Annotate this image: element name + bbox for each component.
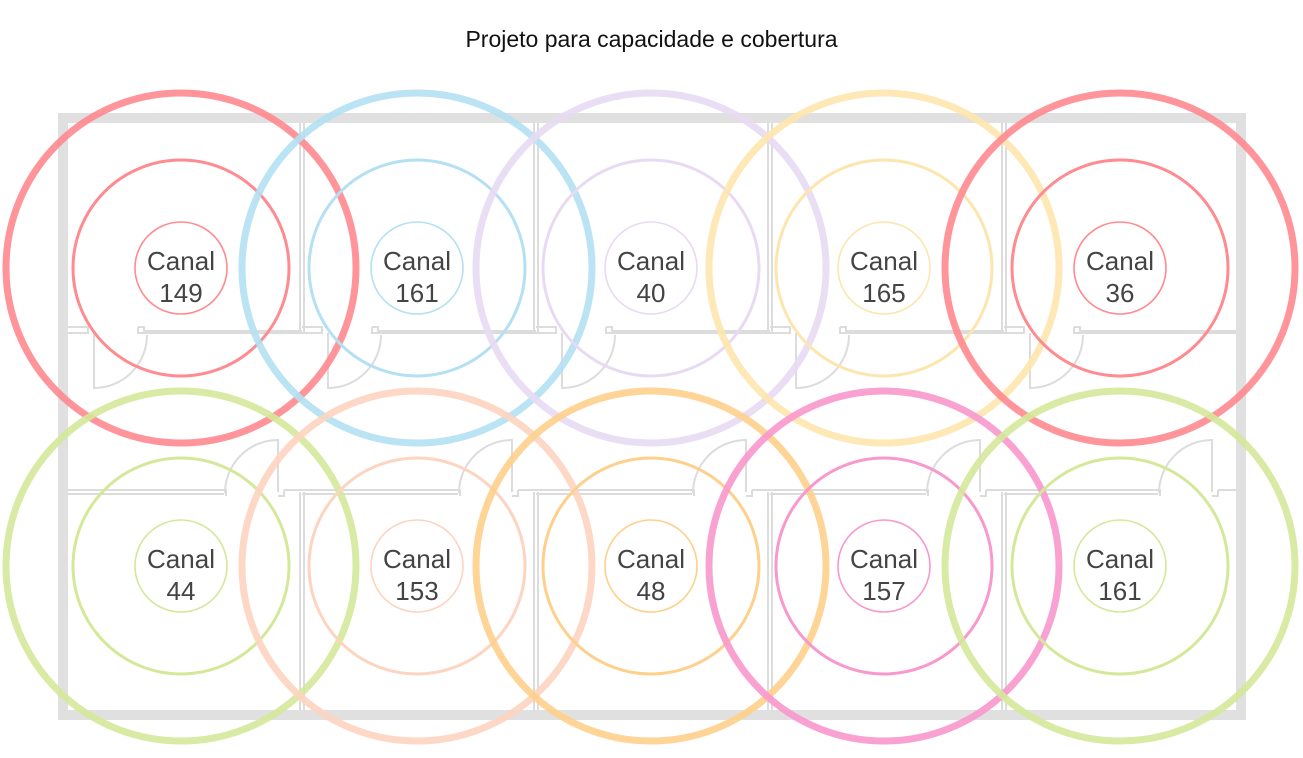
channel-number: 40 bbox=[637, 278, 666, 308]
coverage-ring-outer bbox=[472, 89, 830, 447]
coverage-ring-inner bbox=[71, 158, 291, 378]
coverage-ring-inner bbox=[1010, 456, 1230, 676]
room-wall bbox=[536, 326, 770, 334]
coverage-ring-outer bbox=[2, 387, 360, 745]
coverage-ring-inner bbox=[307, 456, 527, 676]
coverage-ring-outer bbox=[705, 387, 1063, 745]
door-icon bbox=[561, 333, 616, 390]
access-point-marker bbox=[604, 221, 698, 315]
door-icon bbox=[926, 438, 981, 494]
room-divider bbox=[767, 123, 773, 333]
access-point-marker bbox=[370, 519, 464, 613]
room-wall bbox=[1004, 326, 1236, 334]
channel-number: 36 bbox=[1106, 278, 1135, 308]
outer-wall bbox=[58, 113, 1246, 720]
door-icon bbox=[1158, 438, 1213, 494]
channel-number: 161 bbox=[395, 278, 438, 308]
room-divider bbox=[1001, 492, 1007, 710]
channel-label: Canal bbox=[147, 246, 215, 276]
walls bbox=[58, 113, 1246, 720]
room-wall bbox=[770, 326, 1004, 334]
access-point-marker bbox=[604, 519, 698, 613]
door-icon bbox=[458, 438, 513, 494]
room-divider bbox=[533, 492, 539, 710]
diagram-title: Projeto para capacidade e cobertura bbox=[465, 26, 838, 52]
access-point-marker bbox=[837, 221, 931, 315]
access-point-marker bbox=[134, 221, 228, 315]
coverage-ring-outer bbox=[472, 387, 830, 745]
coverage-ring-inner bbox=[774, 158, 994, 378]
channel-label: Canal bbox=[147, 544, 215, 574]
coverage-ring-outer bbox=[705, 89, 1063, 447]
channel-label: Canal bbox=[383, 544, 451, 574]
room-wall bbox=[302, 326, 536, 334]
channel-label: Canal bbox=[617, 246, 685, 276]
room-wall bbox=[68, 326, 302, 334]
coverage-ring-inner bbox=[71, 456, 291, 676]
door-icon bbox=[692, 438, 747, 494]
coverage-ring-outer bbox=[238, 387, 596, 745]
door-icon bbox=[1029, 333, 1084, 390]
channel-number: 161 bbox=[1098, 576, 1141, 606]
channel-label: Canal bbox=[617, 544, 685, 574]
door-icon bbox=[93, 333, 148, 390]
channel-number: 157 bbox=[862, 576, 905, 606]
access-points: Canal149Canal161Canal40Canal165Canal36Ca… bbox=[2, 89, 1299, 745]
channel-number: 48 bbox=[637, 576, 666, 606]
channel-label: Canal bbox=[1086, 544, 1154, 574]
channel-label: Canal bbox=[850, 544, 918, 574]
door-icon bbox=[327, 333, 382, 390]
channel-number: 165 bbox=[862, 278, 905, 308]
channel-label: Canal bbox=[1086, 246, 1154, 276]
coverage-ring-outer bbox=[941, 89, 1299, 447]
coverage-ring-inner bbox=[541, 456, 761, 676]
access-point-marker bbox=[134, 519, 228, 613]
channel-number: 44 bbox=[167, 576, 196, 606]
room-divider bbox=[767, 492, 773, 710]
access-point-marker bbox=[1073, 519, 1167, 613]
coverage-ring-inner bbox=[1010, 158, 1230, 378]
access-point-marker bbox=[370, 221, 464, 315]
room-divider bbox=[299, 492, 305, 710]
channel-label: Canal bbox=[850, 246, 918, 276]
channel-number: 153 bbox=[395, 576, 438, 606]
coverage-ring-inner bbox=[541, 158, 761, 378]
coverage-ring-outer bbox=[2, 89, 360, 447]
door-icon bbox=[224, 438, 279, 494]
coverage-ring-outer bbox=[941, 387, 1299, 745]
channel-label: Canal bbox=[383, 246, 451, 276]
room-divider bbox=[299, 123, 305, 333]
access-point-marker bbox=[837, 519, 931, 613]
coverage-ring-outer bbox=[238, 89, 596, 447]
room-divider bbox=[533, 123, 539, 333]
channel-number: 149 bbox=[159, 278, 202, 308]
access-point-marker bbox=[1073, 221, 1167, 315]
room-divider bbox=[1001, 123, 1007, 333]
door-icon bbox=[795, 333, 850, 390]
coverage-ring-inner bbox=[774, 456, 994, 676]
coverage-ring-inner bbox=[307, 158, 527, 378]
